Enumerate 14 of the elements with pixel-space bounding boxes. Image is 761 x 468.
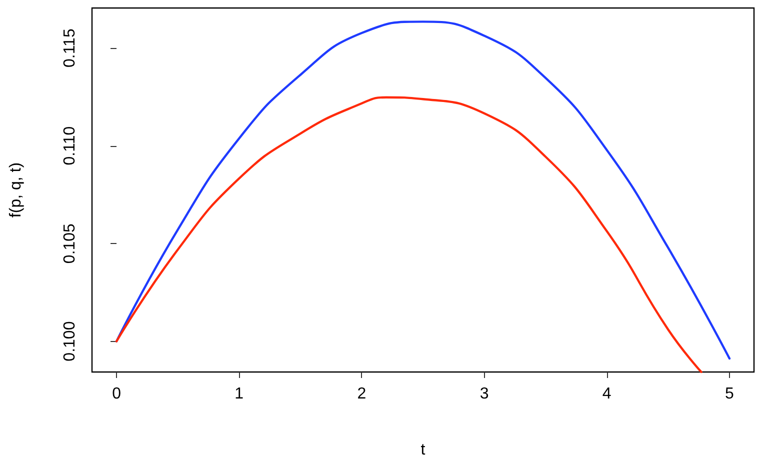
line-series: [115, 20, 731, 360]
y-tick-label: 0.105: [62, 223, 78, 264]
x-axis-title: t: [420, 442, 426, 458]
x-tick-label: 1: [234, 386, 244, 402]
x-tick-label: 4: [602, 386, 612, 402]
y-tick-label: 0.115: [62, 28, 78, 68]
x-tick-label: 3: [480, 386, 489, 402]
x-tick-label: 5: [725, 386, 734, 402]
y-tick-label: 0.100: [62, 321, 78, 362]
y-axis-title: f(p, q, t): [8, 162, 24, 218]
x-tick-label: 0: [112, 386, 122, 402]
y-tick-label: 0.110: [62, 126, 78, 166]
line-series: [115, 96, 702, 374]
x-tick-label: 2: [357, 386, 366, 402]
